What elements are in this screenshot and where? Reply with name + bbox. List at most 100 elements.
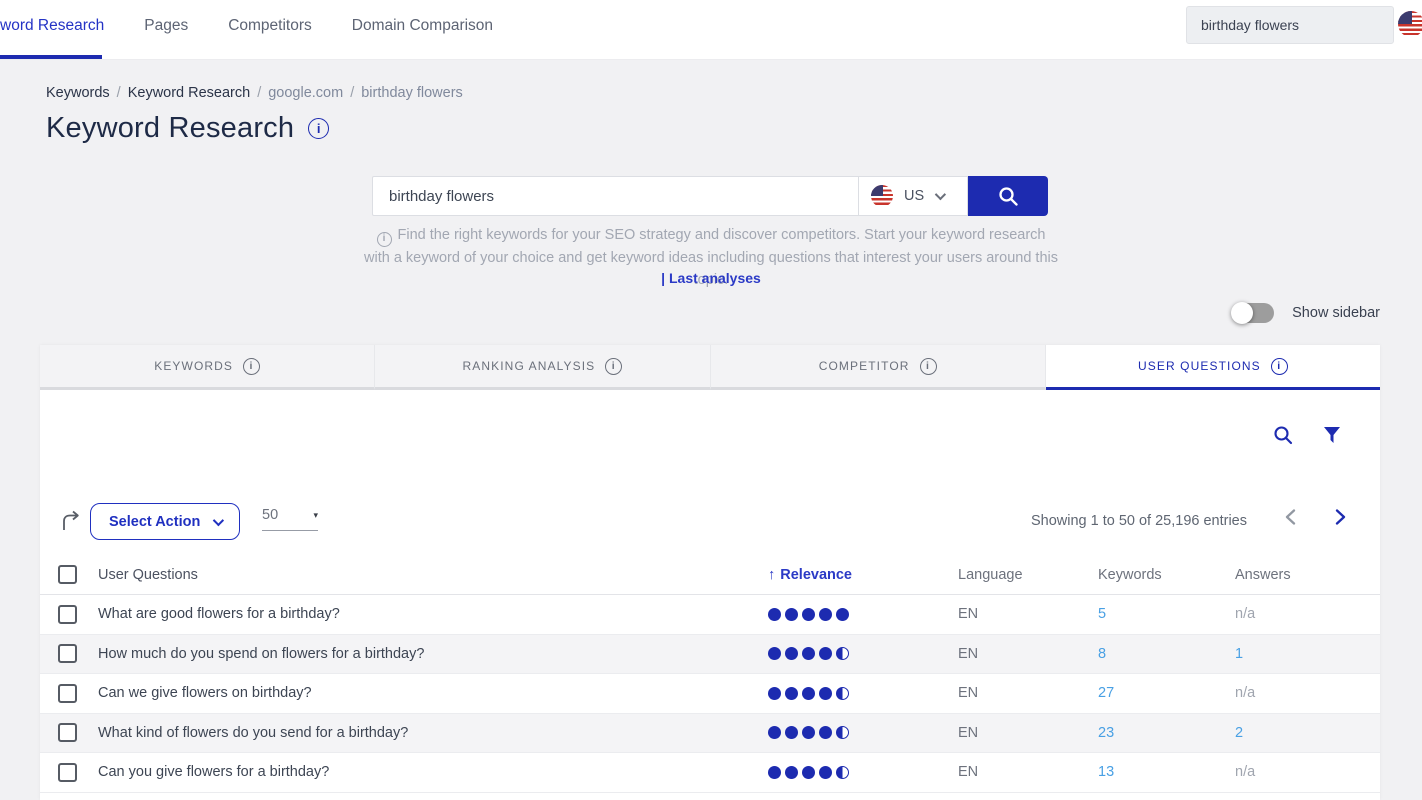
us-flag-icon bbox=[1398, 11, 1422, 37]
us-flag-icon bbox=[871, 185, 893, 207]
pagination-status: Showing 1 to 50 of 25,196 entries bbox=[1030, 513, 1247, 529]
tab-info-icon: i bbox=[243, 357, 261, 375]
relevance-dot bbox=[768, 607, 781, 621]
relevance-dot bbox=[836, 726, 849, 740]
language-value: EN bbox=[958, 606, 979, 623]
answers-count: n/a bbox=[1235, 685, 1256, 702]
country-selector[interactable]: US bbox=[858, 176, 968, 216]
tab-label: RANKING ANALYSIS bbox=[462, 359, 596, 373]
tabstrip: KEYWORDS i RANKING ANALYSIS i COMPETITOR i USE… bbox=[40, 345, 1380, 390]
keywords-count-link[interactable]: 23 bbox=[1098, 724, 1115, 741]
breadcrumb-item[interactable]: Keywords bbox=[46, 85, 110, 101]
chevron-down-icon bbox=[934, 188, 947, 201]
keywords-count-link[interactable]: 8 bbox=[1098, 645, 1107, 662]
table-row: What kind of flowers do you send for a b… bbox=[40, 713, 1380, 753]
relevance-dot bbox=[836, 647, 849, 661]
col-header-relevance[interactable]: ↑ Relevance bbox=[768, 566, 852, 583]
relevance-dot bbox=[768, 726, 781, 740]
info-icon: i bbox=[376, 231, 392, 247]
top-nav-items: word Research Pages Competitors Domain Comp… bbox=[0, 0, 493, 52]
tab-keywords[interactable]: KEYWORDS i bbox=[40, 345, 376, 390]
row-checkbox[interactable] bbox=[58, 604, 77, 624]
relevance-dots bbox=[768, 726, 958, 740]
select-action-label: Select Action bbox=[109, 513, 201, 530]
tab-user-questions[interactable]: USER QUESTIONS i bbox=[1045, 345, 1380, 390]
select-action-button[interactable]: Select Action bbox=[90, 503, 241, 540]
filter-funnel-icon[interactable] bbox=[1322, 425, 1342, 445]
row-checkbox[interactable] bbox=[58, 723, 77, 743]
chevron-down-icon bbox=[213, 514, 225, 526]
dropdown-triangle-icon: ▾ bbox=[313, 509, 318, 520]
col-header-questions[interactable]: User Questions bbox=[98, 566, 198, 583]
top-search-box[interactable] bbox=[1186, 6, 1394, 44]
tab-ranking-analysis[interactable]: RANKING ANALYSIS i bbox=[375, 345, 711, 390]
relevance-dots bbox=[768, 765, 958, 779]
relevance-dots bbox=[768, 686, 958, 700]
keywords-count-link[interactable]: 27 bbox=[1098, 685, 1115, 702]
table-row: How much do you spend on flowers for a b… bbox=[40, 634, 1380, 674]
answers-count[interactable]: 1 bbox=[1235, 645, 1244, 662]
next-page-button[interactable] bbox=[1335, 509, 1346, 525]
relevance-dot bbox=[785, 647, 798, 661]
last-analyses-link[interactable]: | Last analyses bbox=[661, 270, 761, 286]
relevance-dot bbox=[785, 726, 798, 740]
title-info-icon[interactable]: i bbox=[308, 118, 330, 139]
relevance-dot bbox=[802, 686, 815, 700]
relevance-dot bbox=[802, 607, 815, 621]
table-row: What are good flowers for a birthday? EN 5… bbox=[40, 595, 1380, 635]
question-text: What are good flowers for a birthday? bbox=[98, 606, 340, 623]
answers-count: n/a bbox=[1235, 764, 1256, 781]
select-all-checkbox[interactable] bbox=[58, 565, 77, 584]
row-checkbox[interactable] bbox=[58, 762, 77, 782]
keyword-search-input[interactable] bbox=[372, 176, 859, 216]
col-header-answers[interactable]: Answers bbox=[1235, 566, 1291, 583]
show-sidebar-label: Show sidebar bbox=[1292, 305, 1380, 321]
active-nav-underline bbox=[0, 55, 102, 59]
top-header: word Research Pages Competitors Domain Comp… bbox=[0, 0, 1422, 60]
tab-competitor[interactable]: COMPETITOR i bbox=[710, 345, 1046, 390]
show-sidebar-toggle[interactable] bbox=[1231, 302, 1275, 324]
relevance-dot bbox=[819, 607, 832, 621]
nav-item-domain-comparison[interactable]: Domain Comparison bbox=[351, 17, 494, 34]
tab-label: COMPETITOR bbox=[818, 359, 910, 373]
question-text: What kind of flowers do you send for a b… bbox=[98, 724, 409, 741]
breadcrumb-item[interactable]: birthday flowers bbox=[361, 85, 463, 101]
breadcrumb: Keywords / Keyword Research / google.com / bir… bbox=[46, 85, 463, 101]
table-search-icon[interactable] bbox=[1273, 425, 1294, 446]
breadcrumb-item[interactable]: Keyword Research bbox=[127, 85, 251, 101]
panel-description: i Find the right keywords for your SEO st… bbox=[363, 224, 1059, 291]
language-value: EN bbox=[958, 645, 979, 662]
breadcrumb-item[interactable]: google.com bbox=[268, 85, 344, 101]
row-checkbox[interactable] bbox=[58, 683, 77, 703]
nav-item-word-research[interactable]: word Research bbox=[0, 17, 105, 34]
table-row: Can you give flowers for a birthday? EN 13… bbox=[40, 753, 1380, 793]
tab-info-icon: i bbox=[1270, 357, 1288, 375]
col-header-language[interactable]: Language bbox=[958, 566, 1023, 583]
keywords-count-link[interactable]: 13 bbox=[1098, 764, 1115, 781]
relevance-dot bbox=[819, 765, 832, 779]
language-value: EN bbox=[958, 685, 979, 702]
top-search-input[interactable] bbox=[1201, 17, 1379, 33]
relevance-dot bbox=[819, 686, 832, 700]
search-button[interactable] bbox=[968, 176, 1048, 216]
nav-item-pages[interactable]: Pages bbox=[144, 17, 189, 34]
relevance-dot bbox=[836, 686, 849, 700]
export-icon[interactable] bbox=[60, 510, 83, 531]
toggle-knob bbox=[1231, 302, 1254, 324]
description-text: Find the right keywords for your SEO str… bbox=[364, 227, 1058, 288]
keywords-count-link[interactable]: 5 bbox=[1098, 606, 1107, 623]
col-header-keywords[interactable]: Keywords bbox=[1098, 566, 1162, 583]
table-body: What are good flowers for a birthday? EN 5… bbox=[40, 595, 1380, 793]
prev-page-button[interactable] bbox=[1285, 509, 1296, 525]
relevance-dot bbox=[819, 647, 832, 661]
row-checkbox[interactable] bbox=[58, 644, 77, 664]
page-size-value: 50 bbox=[262, 507, 279, 523]
magnifier-icon bbox=[998, 186, 1018, 206]
nav-item-competitors[interactable]: Competitors bbox=[228, 17, 312, 34]
language-value: EN bbox=[958, 724, 979, 741]
page-size-select[interactable]: 50 ▾ bbox=[262, 507, 318, 531]
relevance-dots bbox=[768, 647, 958, 661]
answers-count[interactable]: 2 bbox=[1235, 724, 1244, 741]
relevance-dot bbox=[802, 726, 815, 740]
question-text: Can we give flowers on birthday? bbox=[98, 685, 312, 702]
